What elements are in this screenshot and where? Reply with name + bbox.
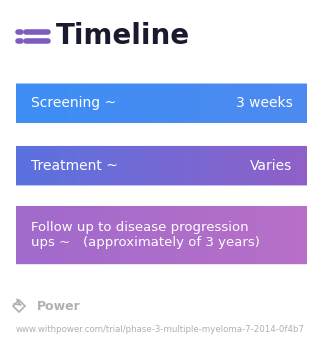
Text: Power: Power xyxy=(37,299,81,313)
Text: www.withpower.com/trial/phase-3-multiple-myeloma-7-2014-0f4b7: www.withpower.com/trial/phase-3-multiple… xyxy=(15,325,305,334)
Text: Timeline: Timeline xyxy=(56,23,190,50)
